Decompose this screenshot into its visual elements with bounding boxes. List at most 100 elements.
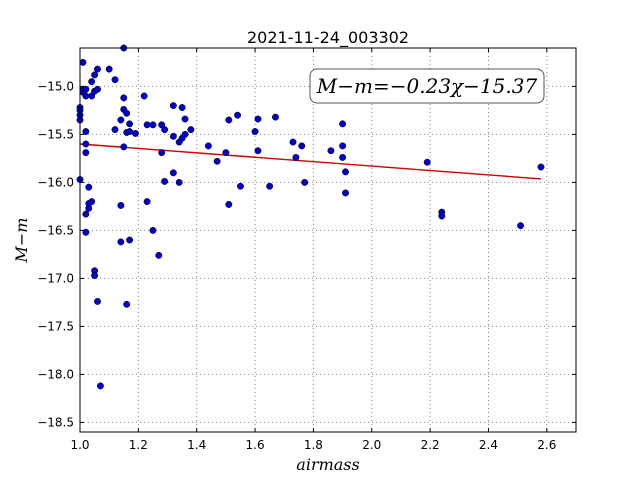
x-tick-labels: 1.0 1.2 1.4 1.6 1.8 2.0 2.2 2.4 2.6 (70, 438, 556, 452)
data-point (327, 147, 335, 155)
data-point (123, 109, 131, 117)
data-point (237, 182, 244, 190)
data-point (123, 300, 131, 308)
data-point (161, 126, 169, 134)
data-point (181, 115, 189, 123)
data-point (94, 297, 101, 305)
x-tick-label: 1.0 (70, 438, 89, 452)
fit-equation: M−m=−0.23χ−15.37 (316, 74, 538, 98)
x-tick-label: 1.6 (246, 438, 265, 452)
data-point (126, 128, 134, 135)
data-point (339, 142, 347, 150)
data-point (222, 149, 230, 157)
data-point (537, 163, 545, 171)
data-point (225, 201, 233, 208)
data-point (82, 210, 90, 218)
x-tick-label: 2.2 (421, 438, 440, 452)
data-point (117, 116, 125, 124)
data-point (204, 142, 212, 150)
data-point (149, 226, 157, 234)
data-point (117, 238, 125, 246)
data-point (126, 120, 134, 128)
data-point (94, 65, 101, 73)
data-point (342, 168, 349, 176)
y-tick-labels: −15.0 −15.5 −16.0 −16.5 −17.0 −17.5 −18.0 −18.5 (37, 79, 74, 429)
x-tick-label: 1.8 (304, 438, 323, 452)
data-point (438, 212, 446, 220)
data-point (94, 85, 101, 93)
data-point (169, 132, 177, 140)
data-point (213, 157, 221, 165)
fit-line-layer (79, 143, 542, 180)
data-point (126, 236, 134, 244)
annotation-box (309, 68, 545, 104)
data-point (82, 140, 90, 148)
data-point (251, 128, 259, 135)
data-point (301, 178, 309, 186)
x-tick-label: 2.0 (362, 438, 381, 452)
plot-frame (79, 47, 577, 433)
data-point (266, 182, 274, 190)
data-point (82, 85, 90, 93)
chart-title: 2021-11-24_003302 (247, 28, 409, 48)
x-axis-label: airmass (296, 455, 359, 474)
fit-annotation: M−m=−0.23χ−15.37 (309, 68, 545, 104)
y-tick-label: −17.5 (37, 319, 74, 333)
data-point (143, 198, 151, 206)
data-point (120, 94, 128, 102)
axis-ticks (79, 48, 576, 432)
y-tick-label: −18.5 (37, 415, 74, 429)
data-point (79, 58, 87, 66)
data-point (120, 143, 128, 151)
data-point (292, 153, 300, 161)
data-point (82, 128, 90, 135)
data-point (169, 102, 177, 110)
data-point (178, 104, 186, 111)
data-point (91, 71, 99, 79)
y-tick-label: −16.0 (37, 175, 74, 189)
data-point (517, 222, 525, 230)
data-point (423, 158, 431, 166)
data-point (175, 178, 183, 186)
y-tick-label: −16.5 (37, 223, 74, 237)
x-tick-label: 2.6 (537, 438, 556, 452)
data-point (105, 65, 113, 73)
data-point (339, 153, 347, 161)
x-tick-label: 1.2 (129, 438, 148, 452)
y-tick-label: −17.0 (37, 271, 74, 285)
data-point (254, 115, 262, 123)
data-point (96, 382, 104, 390)
data-point (272, 113, 279, 121)
data-point (339, 120, 347, 128)
data-point (88, 78, 96, 86)
data-point (181, 130, 189, 138)
data-point (111, 76, 119, 84)
data-point (82, 92, 90, 100)
data-point (254, 147, 262, 155)
fit-line (79, 143, 542, 180)
data-point (225, 116, 233, 124)
y-tick-label: −15.5 (37, 127, 74, 141)
data-point (111, 126, 119, 134)
data-point (117, 201, 125, 209)
data-point (158, 149, 166, 157)
data-point (161, 177, 169, 185)
data-point (82, 149, 90, 157)
y-tick-label: −15.0 (37, 79, 74, 93)
data-point (131, 129, 139, 137)
data-point (140, 92, 148, 100)
y-axis-label: M−m (12, 218, 31, 264)
data-points (76, 44, 545, 390)
data-point (187, 126, 195, 134)
y-tick-label: −18.0 (37, 367, 74, 381)
x-tick-label: 2.4 (479, 438, 498, 452)
grid (79, 48, 576, 432)
data-point (234, 111, 242, 119)
data-point (85, 200, 93, 207)
data-point (91, 272, 99, 279)
data-point (289, 138, 297, 146)
data-point (149, 121, 157, 129)
x-tick-label: 1.4 (187, 438, 206, 452)
data-point (298, 142, 306, 150)
